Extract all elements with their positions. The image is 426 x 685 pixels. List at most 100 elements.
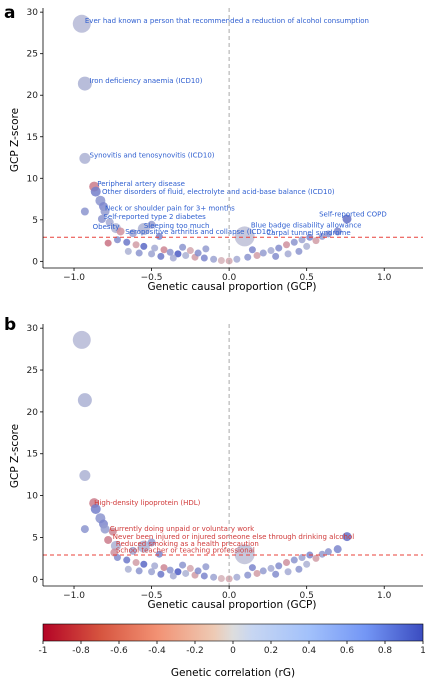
data-point	[169, 572, 177, 580]
data-point	[140, 242, 148, 250]
data-point	[100, 207, 110, 217]
data-point	[267, 564, 275, 572]
annotation-label: Ever had known a person that recommended…	[85, 17, 369, 25]
y-tick-label: 30	[27, 324, 39, 334]
y-tick-label: 25	[27, 366, 38, 376]
data-point	[259, 567, 267, 575]
x-tick-label: −0.5	[141, 591, 163, 601]
data-point	[137, 540, 150, 553]
annotation-label: Iron deficiency anaemia (ICD10)	[90, 77, 203, 85]
data-point	[113, 236, 121, 244]
x-tick-label: 1.0	[377, 591, 392, 601]
annotation-label: Reduced smoking as a health precaution	[116, 540, 259, 548]
colorbar	[42, 623, 424, 642]
data-point	[194, 249, 202, 257]
data-point	[290, 238, 298, 246]
annotation-label: Neck or shoulder pain for 3+ months	[105, 205, 235, 213]
data-point	[148, 568, 156, 576]
colorbar-tick-label: 0.2	[264, 646, 278, 656]
colorbar-ticks: -1 -0.8 -0.6 -0.4 -0.2 0 0.2 0.4 0.6 0.8 1	[39, 641, 426, 656]
y-tick-label: 5	[32, 216, 38, 226]
data-point	[116, 227, 125, 236]
annotation-label: Sleeping too much	[144, 222, 210, 230]
data-point	[160, 246, 168, 254]
data-point	[151, 562, 159, 570]
data-point	[202, 245, 210, 253]
y-tick-label: 0	[32, 575, 38, 585]
data-point	[137, 222, 150, 235]
data-point	[318, 550, 326, 558]
data-point	[324, 230, 332, 238]
annotation-label: Peripheral artery disease	[97, 180, 185, 188]
y-tick-label: 30	[27, 8, 39, 18]
colorbar-tick-label: 0.8	[378, 646, 393, 656]
data-point	[80, 525, 89, 534]
data-point	[200, 572, 208, 580]
data-point	[100, 524, 110, 534]
annotation-label: Other disorders of fluid, electrolyte an…	[102, 188, 335, 196]
data-point	[234, 544, 255, 565]
data-point	[166, 248, 174, 256]
annotation-label: Currently doing unpaid or voluntary work	[110, 525, 255, 533]
data-point	[147, 538, 156, 547]
data-point	[105, 218, 114, 227]
panel-a-xlabel: Genetic causal proportion (GCP)	[148, 281, 317, 293]
colorbar-tick-label: -1	[39, 646, 48, 656]
data-point	[140, 560, 148, 568]
data-point	[132, 241, 140, 249]
data-point	[147, 220, 156, 229]
data-point	[312, 554, 320, 562]
data-point	[303, 560, 311, 568]
x-tick-label: 0.5	[300, 273, 314, 283]
colorbar-tick-label: 0	[230, 646, 236, 656]
colorbar-tick-label: 0.4	[302, 646, 317, 656]
x-tick-label: 1.0	[377, 273, 392, 283]
data-point	[166, 566, 174, 574]
data-point	[244, 571, 252, 579]
data-point	[169, 254, 177, 262]
panel-b-ylabel: GCP Z-score	[9, 424, 21, 488]
data-point	[104, 535, 113, 544]
data-point	[155, 550, 163, 558]
data-point	[90, 186, 101, 197]
panel-b-annotations: High-density lipoprotein (HDL) Currently …	[94, 499, 354, 555]
annotation-label: Synovitis and tenosynovitis (ICD10)	[90, 152, 215, 160]
annotation-label: Self-reported COPD	[319, 210, 387, 218]
colorbar-tick-label: -0.6	[110, 646, 128, 656]
data-point	[151, 244, 159, 252]
data-point	[295, 565, 303, 573]
x-tick-label: 0.0	[222, 591, 237, 601]
data-point	[157, 570, 165, 578]
data-point	[179, 561, 187, 569]
data-point	[186, 247, 194, 255]
data-point	[333, 545, 342, 554]
data-point	[267, 247, 275, 255]
x-tick-label: 0.0	[222, 273, 237, 283]
y-tick-label: 15	[27, 133, 38, 143]
colorbar-tick-label: 0.6	[340, 646, 355, 656]
data-point	[174, 250, 182, 258]
panel-a-ylabel: GCP Z-score	[9, 108, 21, 172]
data-point	[155, 232, 163, 240]
data-point	[186, 564, 194, 572]
data-point	[248, 564, 256, 572]
data-point	[290, 556, 298, 564]
data-point	[253, 569, 261, 577]
data-point	[217, 257, 225, 265]
data-point	[97, 214, 106, 223]
data-point	[132, 559, 140, 567]
y-tick-label: 25	[27, 50, 38, 60]
panel-a-annotations: Ever had known a person that recommended…	[85, 17, 387, 237]
data-point	[194, 567, 202, 575]
data-point	[283, 241, 291, 249]
x-tick-label: −0.5	[141, 273, 163, 283]
data-point	[272, 252, 280, 260]
colorbar-tick-label: -0.8	[72, 646, 90, 656]
data-point	[104, 239, 112, 247]
annotation-label: Never been injured or injured someone el…	[113, 533, 354, 541]
annotation-label: Blue badge disability allowance	[251, 221, 362, 229]
x-tick-label: 0.5	[300, 591, 314, 601]
panel-b-xlabel: Genetic causal proportion (GCP)	[148, 599, 317, 611]
data-point	[113, 554, 121, 562]
